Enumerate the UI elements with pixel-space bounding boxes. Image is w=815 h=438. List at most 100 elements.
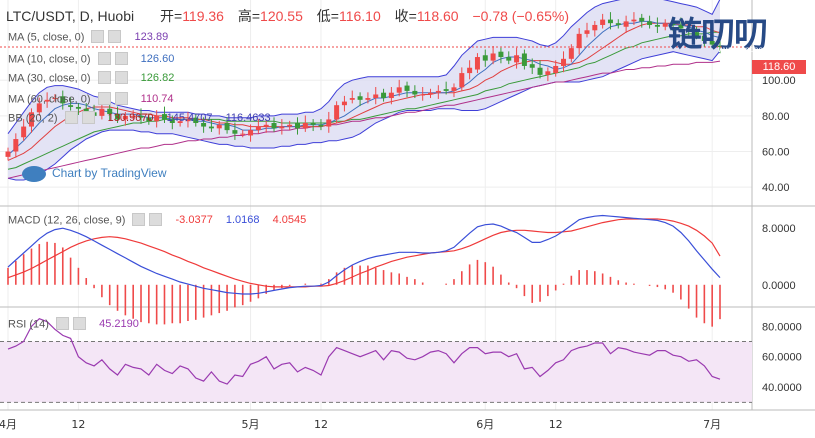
candle bbox=[396, 87, 402, 93]
macd-line-value: 1.0168 bbox=[225, 214, 260, 227]
indicator-ma60[interactable]: MA (60, close, 0) 110.74 bbox=[8, 92, 174, 106]
candle bbox=[99, 108, 105, 116]
candle bbox=[68, 105, 74, 107]
candle bbox=[240, 133, 246, 135]
candle bbox=[271, 123, 277, 129]
indicator-ma10[interactable]: MA (10, close, 0) 126.60 bbox=[8, 52, 175, 66]
time-tick-label: 12 bbox=[314, 418, 328, 431]
candle bbox=[467, 67, 473, 74]
candle bbox=[678, 24, 684, 29]
indicator-ma30[interactable]: MA (30, close, 0) 126.82 bbox=[8, 71, 175, 85]
close-icon[interactable] bbox=[149, 213, 163, 226]
settings-icon[interactable] bbox=[132, 213, 146, 226]
brand-logo: 链叨叨 www.liandaodao.com bbox=[668, 18, 808, 62]
bb-upper-value: 145.4707 bbox=[166, 112, 213, 125]
close-icon[interactable] bbox=[114, 92, 128, 105]
candle bbox=[381, 92, 387, 99]
candle bbox=[232, 130, 238, 134]
settings-icon[interactable] bbox=[97, 52, 111, 65]
price-tick-label: 80.00 bbox=[762, 111, 790, 123]
ma5-value: 123.89 bbox=[134, 31, 169, 44]
time-tick-label: 7月 bbox=[703, 418, 721, 431]
close-icon[interactable] bbox=[73, 317, 87, 330]
rsi-tick-label: 80.0000 bbox=[762, 321, 802, 333]
time-tick-label: 12 bbox=[71, 418, 85, 431]
candle bbox=[576, 33, 582, 49]
settings-icon[interactable] bbox=[56, 317, 70, 330]
candle bbox=[36, 103, 42, 113]
candle bbox=[373, 94, 379, 99]
rsi-tick-label: 60.0000 bbox=[762, 352, 802, 364]
bollinger-band-fill bbox=[8, 0, 720, 180]
indicator-macd[interactable]: MACD (12, 26, close, 9) -3.0377 1.0168 4… bbox=[8, 213, 306, 227]
open-label: 开= bbox=[160, 8, 183, 24]
candle bbox=[208, 126, 214, 129]
settings-icon[interactable] bbox=[91, 30, 105, 43]
tradingview-icon bbox=[22, 166, 46, 182]
ma5-line bbox=[7, 20, 721, 156]
candle bbox=[694, 32, 700, 36]
ma60-value: 110.74 bbox=[140, 93, 174, 106]
macd-label: MACD (12, 26, close, 9) bbox=[8, 214, 126, 227]
macd-line bbox=[7, 214, 721, 295]
candle bbox=[334, 105, 340, 120]
candle bbox=[115, 114, 121, 120]
tradingview-watermark[interactable]: Chart by TradingView bbox=[22, 166, 167, 182]
bb-upper-line bbox=[7, 0, 721, 134]
indicator-ma5[interactable]: MA (5, close, 0) 123.89 bbox=[8, 30, 169, 44]
settings-icon[interactable] bbox=[64, 111, 78, 124]
candle bbox=[412, 90, 418, 95]
macd-signal-line bbox=[7, 218, 721, 288]
close-icon[interactable] bbox=[108, 30, 122, 43]
candle bbox=[52, 98, 58, 100]
brand-name: 链叨叨 bbox=[668, 15, 768, 55]
candle bbox=[138, 115, 144, 118]
last-price-tag: 118.60 bbox=[752, 60, 806, 74]
candle bbox=[482, 55, 488, 61]
ma10-value: 126.60 bbox=[140, 53, 175, 66]
symbol-title[interactable]: LTC/USDT, D, Huobi bbox=[6, 8, 135, 24]
candle bbox=[318, 124, 324, 127]
ma30-line bbox=[7, 31, 721, 170]
ma30-value: 126.82 bbox=[140, 72, 175, 85]
settings-icon[interactable] bbox=[97, 71, 111, 84]
candle bbox=[21, 126, 27, 138]
indicator-bb[interactable]: BB (20, 2) 130.9670 145.4707 116.4633 bbox=[8, 111, 271, 125]
candle bbox=[349, 98, 355, 100]
high-label: 高= bbox=[237, 8, 261, 24]
candle bbox=[451, 87, 457, 91]
low-label: 低= bbox=[316, 8, 339, 24]
candle bbox=[294, 123, 300, 129]
candle bbox=[248, 130, 254, 136]
macd-tick-label: 0.0000 bbox=[762, 280, 796, 292]
close-icon[interactable] bbox=[114, 71, 128, 84]
candle bbox=[686, 28, 692, 33]
candle bbox=[130, 115, 136, 117]
candle bbox=[662, 23, 668, 27]
low-value: 116.10 bbox=[338, 8, 381, 24]
candle bbox=[75, 106, 81, 109]
ma60-label: MA (60, close, 0) bbox=[8, 93, 91, 106]
time-tick-label: 12 bbox=[549, 418, 563, 431]
candle bbox=[521, 53, 527, 66]
close-label: 收= bbox=[394, 8, 417, 24]
settings-icon[interactable] bbox=[97, 92, 111, 105]
close-icon[interactable] bbox=[81, 111, 95, 124]
candle bbox=[107, 108, 113, 115]
bb-lower-value: 116.4633 bbox=[225, 112, 271, 125]
candle bbox=[279, 126, 285, 129]
brand-url: www.liandaodao.com bbox=[718, 45, 794, 54]
candle bbox=[607, 19, 613, 24]
candle bbox=[490, 53, 496, 61]
price-tick-label: 100.00 bbox=[762, 75, 796, 87]
close-icon[interactable] bbox=[114, 52, 128, 65]
open-value: 119.36 bbox=[182, 8, 224, 24]
bb-label: BB (20, 2) bbox=[8, 112, 58, 125]
candle bbox=[28, 112, 34, 127]
candle bbox=[654, 24, 660, 27]
candle bbox=[5, 151, 11, 157]
candle bbox=[44, 99, 50, 102]
candle bbox=[169, 119, 175, 123]
indicator-rsi[interactable]: RSI (14) 45.2190 bbox=[8, 317, 139, 331]
